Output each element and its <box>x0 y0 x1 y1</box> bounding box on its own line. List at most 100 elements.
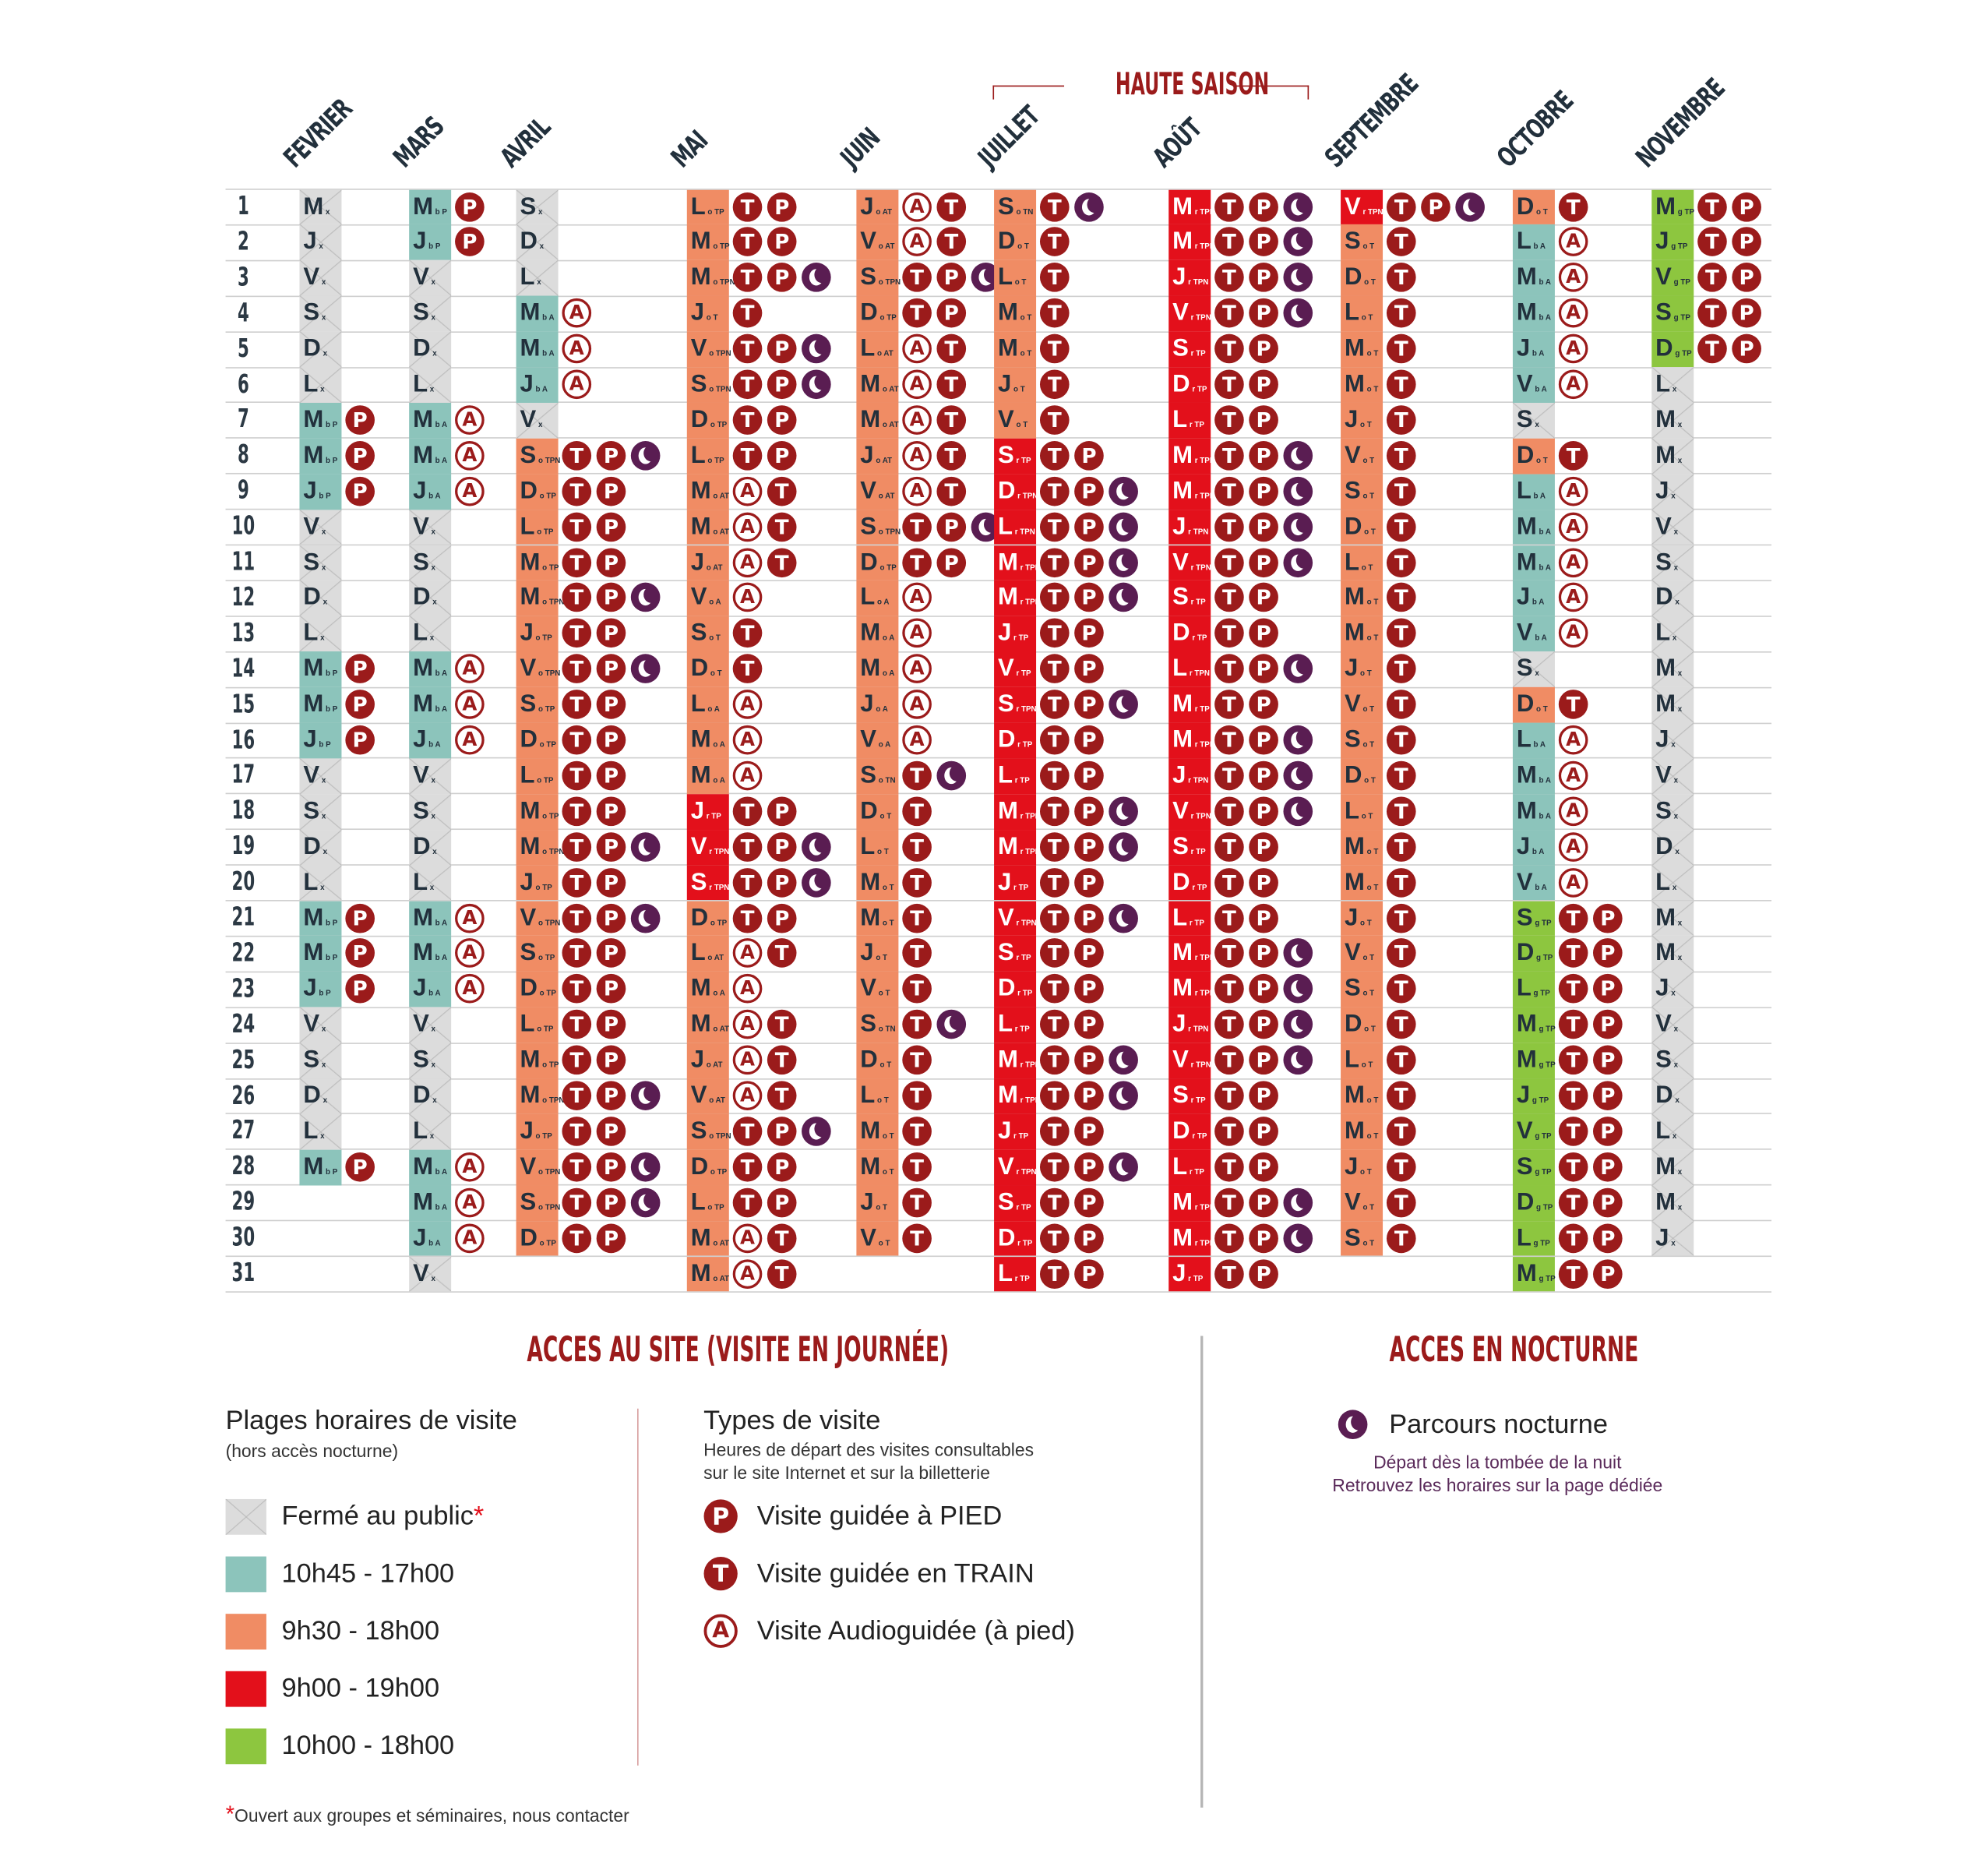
day-cell <box>299 474 342 510</box>
audioguide-icon: A <box>455 476 485 506</box>
train-tour-icon: T <box>902 512 932 542</box>
train-tour-icon: T <box>562 547 592 577</box>
month-label: OCTOBRE <box>1491 57 1607 174</box>
walking-tour-icon: P <box>1249 547 1278 577</box>
day-entry: M x <box>1655 1188 1683 1216</box>
day-cell <box>686 1184 729 1221</box>
day-entry: L o TP <box>520 1011 554 1039</box>
train-tour-icon: T <box>562 903 592 933</box>
walking-tour-icon: P <box>1249 690 1278 719</box>
day-entry: J o T <box>860 1188 888 1216</box>
day-cell <box>686 1078 729 1114</box>
day-number-text: 25 <box>231 1043 256 1074</box>
day-cell <box>516 758 559 794</box>
day-entry: L x <box>303 371 325 398</box>
month-label: NOVEMBRE <box>1630 39 1764 174</box>
day-cell <box>994 224 1037 261</box>
day-cell <box>1512 686 1555 723</box>
day-entry: M o T <box>1344 584 1379 612</box>
day-entry: J o TP <box>520 1117 552 1145</box>
night-tour-icon <box>1109 583 1138 612</box>
month-name: JUILLET <box>972 101 1045 174</box>
month-label: SEPTEMBRE <box>1319 33 1459 174</box>
day-cell <box>1651 829 1694 866</box>
day-cell <box>686 722 729 759</box>
day-cell <box>1651 580 1694 616</box>
day-entry: S o TN <box>860 762 896 789</box>
day-entry: S x <box>303 299 326 327</box>
day-cell <box>856 367 899 403</box>
day-entry: M g TP <box>1516 1046 1556 1074</box>
day-entry: J g TP <box>1516 1081 1549 1110</box>
walking-tour-icon: P <box>455 227 485 257</box>
day-entry: V r TPN <box>1344 192 1383 221</box>
train-tour-icon: T <box>1558 1116 1588 1146</box>
walking-tour-icon: P <box>1249 974 1278 1004</box>
train-tour-icon: T <box>1039 796 1070 826</box>
train-tour-icon: T <box>1697 333 1727 364</box>
day-entry: S x <box>413 299 436 327</box>
day-entry: V o T <box>1344 1188 1375 1216</box>
audioguide-icon: A <box>732 512 763 542</box>
night-tour-icon <box>630 1187 661 1217</box>
day-cell <box>1512 331 1555 368</box>
train-tour-icon: T <box>1039 618 1070 648</box>
night-tour-icon <box>1283 725 1313 755</box>
day-access-title-text: ACCES AU SITE (VISITE EN JOURNÉE) <box>527 1330 950 1371</box>
train-tour-icon: T <box>902 938 932 969</box>
day-cell <box>409 331 452 368</box>
day-cell <box>686 1043 729 1079</box>
walking-tour-icon: P <box>767 333 797 364</box>
day-entry: L o T <box>1344 797 1373 825</box>
day-entry: V r TPN <box>1172 797 1211 825</box>
night-tour-icon <box>1109 903 1138 933</box>
night-tour-icon <box>1109 1081 1138 1110</box>
day-cell <box>1651 758 1694 794</box>
day-cell <box>1341 331 1383 368</box>
walking-tour-icon: P <box>596 440 626 471</box>
day-cell <box>516 260 559 296</box>
day-entry: M r TPN <box>997 549 1041 576</box>
train-tour-icon: T <box>1386 618 1416 648</box>
train-tour-icon: T <box>562 690 592 719</box>
day-cell <box>856 722 899 759</box>
day-number-text: 17 <box>231 759 256 790</box>
walking-tour-icon: P <box>1249 333 1278 364</box>
day-cell <box>409 402 452 439</box>
day-cell <box>1512 616 1555 652</box>
train-tour-icon: T <box>562 440 592 471</box>
day-number: 18 <box>224 795 263 825</box>
day-cell <box>409 1149 452 1185</box>
day-entry: V o T <box>1344 690 1375 718</box>
day-entry: D r TP <box>1172 619 1207 647</box>
day-entry: M o AT <box>690 1224 730 1251</box>
day-cell <box>856 686 899 723</box>
walking-tour-icon: P <box>1074 654 1104 684</box>
walking-tour-icon: P <box>345 440 375 471</box>
walking-tour-icon: P <box>1074 1116 1104 1146</box>
day-cell <box>409 972 452 1007</box>
walking-tour-icon: P <box>1074 547 1104 577</box>
walking-tour-icon: P <box>1074 760 1104 791</box>
day-number: 27 <box>224 1115 263 1145</box>
audioguide-icon: A <box>455 405 485 435</box>
day-cell <box>1651 402 1694 439</box>
day-cell <box>299 438 342 475</box>
day-cell <box>1341 1043 1383 1079</box>
hours-subtitle: (hors accès nocturne) <box>225 1440 399 1461</box>
day-number-text: 8 <box>238 439 249 470</box>
day-entry: D r TPN <box>997 477 1038 505</box>
day-entry: V o T <box>997 406 1028 434</box>
train-tour-icon: T <box>1214 263 1244 293</box>
night-tour-icon <box>1283 760 1313 791</box>
walking-tour-icon: P <box>1249 583 1278 612</box>
day-cell <box>686 1007 729 1043</box>
night-tour-icon <box>802 831 831 862</box>
day-cell <box>1341 651 1383 687</box>
train-tour-icon: T <box>1386 903 1416 933</box>
day-cell <box>686 224 729 261</box>
day-entry: L r TP <box>997 1260 1030 1287</box>
day-cell <box>516 900 559 937</box>
train-tour-icon: T <box>1386 1010 1416 1039</box>
train-tour-icon: T <box>902 974 932 1004</box>
